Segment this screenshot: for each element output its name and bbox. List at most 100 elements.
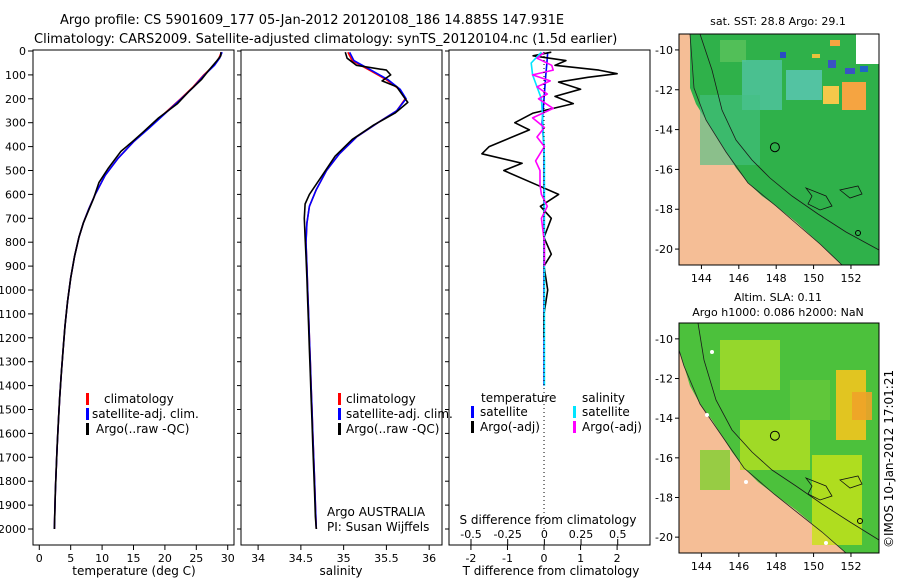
- legend-swatch-satellite: [86, 408, 89, 420]
- sst-coastline: [689, 34, 843, 265]
- sla-patch: [790, 380, 830, 420]
- sla-map: [678, 322, 880, 554]
- legend-title-salinity: salinity: [582, 391, 625, 405]
- depth-tick-label: 1200: [0, 332, 26, 345]
- lat-tick-label: -12: [655, 373, 673, 386]
- sla-map-title-line2: Argo h1000: 0.086 h2000: NaN: [692, 306, 864, 319]
- lon-tick-label: 152: [840, 272, 861, 285]
- series-line-temperature-argo-adj: [481, 51, 618, 338]
- x-tick-label: 15: [127, 552, 141, 565]
- x-tick-label: -2: [465, 552, 476, 565]
- x-tick-label: 0: [541, 552, 548, 565]
- sst-patch: [700, 95, 760, 165]
- sla-white-dot: [824, 541, 828, 545]
- lon-tick-label: 152: [840, 560, 861, 573]
- lat-tick-label: -14: [655, 124, 673, 137]
- depth-tick-label: 300: [5, 117, 26, 130]
- legend-title-temperature: temperature: [481, 391, 556, 405]
- sla-white-dot: [705, 413, 709, 417]
- x-tick-label: 10: [95, 552, 109, 565]
- sst-hot-patch: [830, 40, 840, 46]
- legend-swatch-argo: [86, 423, 89, 435]
- sla-patch: [720, 340, 780, 390]
- x-tick-label: 1: [577, 552, 584, 565]
- sst-cold-patch: [780, 52, 786, 58]
- sla-patch: [700, 450, 730, 490]
- lat-tick-label: -20: [655, 243, 673, 256]
- lon-tick-label: 146: [728, 560, 749, 573]
- depth-tick-label: 1300: [0, 356, 26, 369]
- s-diff-tick-label: 0.5: [609, 528, 627, 541]
- series-group: [481, 51, 618, 386]
- sst-hot-patch: [842, 82, 866, 110]
- x-tick-label: -1: [502, 552, 513, 565]
- depth-tick-label: 700: [5, 212, 26, 225]
- sla-reef: [804, 477, 833, 501]
- depth-tick-label: 1000: [0, 284, 26, 297]
- lat-tick-label: -14: [655, 412, 673, 425]
- depth-tick-label: 900: [5, 260, 26, 273]
- sst-hot-patch: [823, 86, 839, 104]
- sla-argo-position-marker: [769, 430, 780, 441]
- depth-tick-label: 0: [19, 45, 26, 58]
- sst-argo-position-marker: [769, 142, 780, 153]
- lat-tick-label: -16: [655, 163, 673, 176]
- x-tick-label: 2: [614, 552, 621, 565]
- sst-warm-patch: [720, 40, 746, 62]
- axes-layer: 0100200300400500600700800900100011001200…: [0, 45, 626, 565]
- x-tick-label: 36: [422, 552, 436, 565]
- legend-swatch-temp-satellite: [471, 406, 474, 418]
- sst-cold-patch: [845, 68, 855, 74]
- sst-map-frame: [678, 33, 880, 266]
- sst-ocean-inlet: [690, 34, 706, 90]
- legend-label-satellite: satellite-adj. clim.: [92, 407, 199, 421]
- sst-cold-patch: [860, 66, 868, 72]
- sla-reef: [839, 475, 863, 489]
- legend-label-sal-argo: Argo(-adj): [582, 420, 642, 434]
- legend-swatch-climatology: [338, 393, 341, 405]
- difference-panel-frame: [448, 49, 651, 546]
- depth-tick-label: 1600: [0, 427, 26, 440]
- series-line-argo-raw-qc: [53, 52, 222, 530]
- x-tick-label: 30: [221, 552, 235, 565]
- sla-white-dot: [710, 350, 714, 354]
- depth-tick-label: 800: [5, 236, 26, 249]
- series-line-argo-raw-qc: [303, 51, 409, 530]
- sla-map-frame: [678, 322, 880, 554]
- depth-tick-label: 200: [5, 93, 26, 106]
- series-line-satellite-adj-clim: [305, 51, 407, 530]
- legend-label-climatology: climatology: [104, 392, 174, 406]
- lat-tick-label: -16: [655, 452, 673, 465]
- depth-tick-label: 600: [5, 188, 26, 201]
- lon-tick-label: 150: [803, 560, 824, 573]
- sla-map-title-line1: Altim. SLA: 0.11: [734, 291, 822, 304]
- depth-tick-label: 2000: [0, 523, 26, 536]
- x-tick-label: 34: [251, 552, 265, 565]
- series-group: [303, 51, 409, 530]
- sst-map: [678, 33, 880, 266]
- salinity-legend: climatology satellite-adj. clim. Argo(..…: [338, 392, 453, 436]
- legend-label-climatology: climatology: [346, 392, 416, 406]
- legend-label-temp-satellite: satellite: [480, 405, 528, 419]
- argo-program-label: Argo AUSTRALIA: [327, 505, 426, 519]
- x-tick-label: 35: [337, 552, 351, 565]
- legend-swatch-sal-argo: [573, 421, 576, 433]
- sst-patch: [786, 70, 822, 100]
- legend-label-argo: Argo(..raw -QC): [96, 422, 189, 436]
- lon-tick-label: 148: [766, 560, 787, 573]
- sla-high-patch: [852, 392, 872, 420]
- lon-tick-label: 144: [691, 272, 712, 285]
- depth-tick-label: 100: [5, 69, 26, 82]
- series-group: [53, 51, 223, 530]
- x-tick-label: 0: [36, 552, 43, 565]
- x-tick-label: 34.5: [289, 552, 314, 565]
- series-layer: [53, 51, 618, 530]
- lat-tick-label: -10: [655, 44, 673, 57]
- legend-swatch-satellite: [338, 408, 341, 420]
- sst-hot-patch: [812, 54, 820, 58]
- x-tick-label: 5: [67, 552, 74, 565]
- legend-label-sal-satellite: satellite: [582, 405, 630, 419]
- s-diff-tick-label: 0.25: [569, 528, 594, 541]
